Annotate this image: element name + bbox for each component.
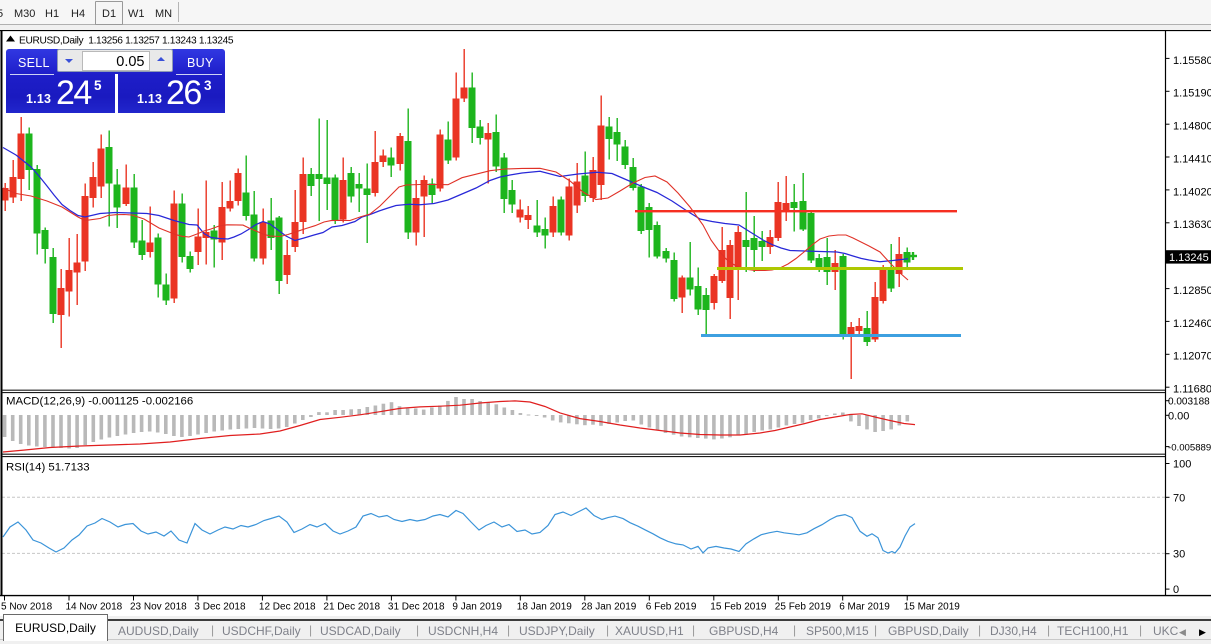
svg-text:21 Dec 2018: 21 Dec 2018 — [323, 602, 380, 613]
svg-text:1.14410: 1.14410 — [1173, 153, 1211, 165]
svg-text:1.13245: 1.13245 — [1169, 252, 1209, 264]
svg-text:100: 100 — [1173, 459, 1191, 471]
svg-text:1.11680: 1.11680 — [1173, 384, 1211, 396]
svg-text:1.12850: 1.12850 — [1173, 285, 1211, 297]
svg-text:18 Jan 2019: 18 Jan 2019 — [517, 602, 572, 613]
svg-text:1.14800: 1.14800 — [1173, 121, 1211, 133]
svg-text:MACD(12,26,9) -0.001125 -0.002: MACD(12,26,9) -0.001125 -0.002166 — [6, 396, 193, 408]
svg-text:31 Dec 2018: 31 Dec 2018 — [388, 602, 445, 613]
svg-text:15 Mar 2019: 15 Mar 2019 — [904, 602, 961, 613]
svg-text:EURUSD,Daily 1.13256 1.13257: EURUSD,Daily 1.13256 1.13257 1.13243 1.1… — [19, 36, 234, 47]
svg-text:12 Dec 2018: 12 Dec 2018 — [259, 602, 316, 613]
svg-text:-0.005889: -0.005889 — [1168, 443, 1211, 454]
svg-text:1.14020: 1.14020 — [1173, 186, 1211, 198]
svg-text:3 Dec 2018: 3 Dec 2018 — [194, 602, 246, 613]
svg-text:9 Jan 2019: 9 Jan 2019 — [452, 602, 502, 613]
svg-text:15 Feb 2019: 15 Feb 2019 — [710, 602, 767, 613]
svg-text:0.00: 0.00 — [1168, 410, 1189, 422]
svg-text:0: 0 — [1173, 584, 1179, 596]
svg-text:1.15190: 1.15190 — [1173, 88, 1211, 100]
svg-text:RSI(14) 51.7133: RSI(14) 51.7133 — [6, 462, 90, 474]
svg-text:6 Feb 2019: 6 Feb 2019 — [646, 602, 697, 613]
svg-text:23 Nov 2018: 23 Nov 2018 — [130, 602, 187, 613]
svg-text:1.12070: 1.12070 — [1173, 351, 1211, 363]
svg-text:28 Jan 2019: 28 Jan 2019 — [581, 602, 636, 613]
svg-text:14 Nov 2018: 14 Nov 2018 — [66, 602, 123, 613]
svg-text:6 Mar 2019: 6 Mar 2019 — [839, 602, 890, 613]
svg-text:70: 70 — [1173, 492, 1185, 504]
svg-text:30: 30 — [1173, 549, 1185, 561]
svg-text:5 Nov 2018: 5 Nov 2018 — [1, 602, 53, 613]
svg-text:1.13630: 1.13630 — [1173, 219, 1211, 231]
svg-text:25 Feb 2019: 25 Feb 2019 — [775, 602, 832, 613]
svg-text:1.15580: 1.15580 — [1173, 55, 1211, 67]
svg-text:0.003188: 0.003188 — [1168, 397, 1210, 408]
svg-text:1.12460: 1.12460 — [1173, 318, 1211, 330]
